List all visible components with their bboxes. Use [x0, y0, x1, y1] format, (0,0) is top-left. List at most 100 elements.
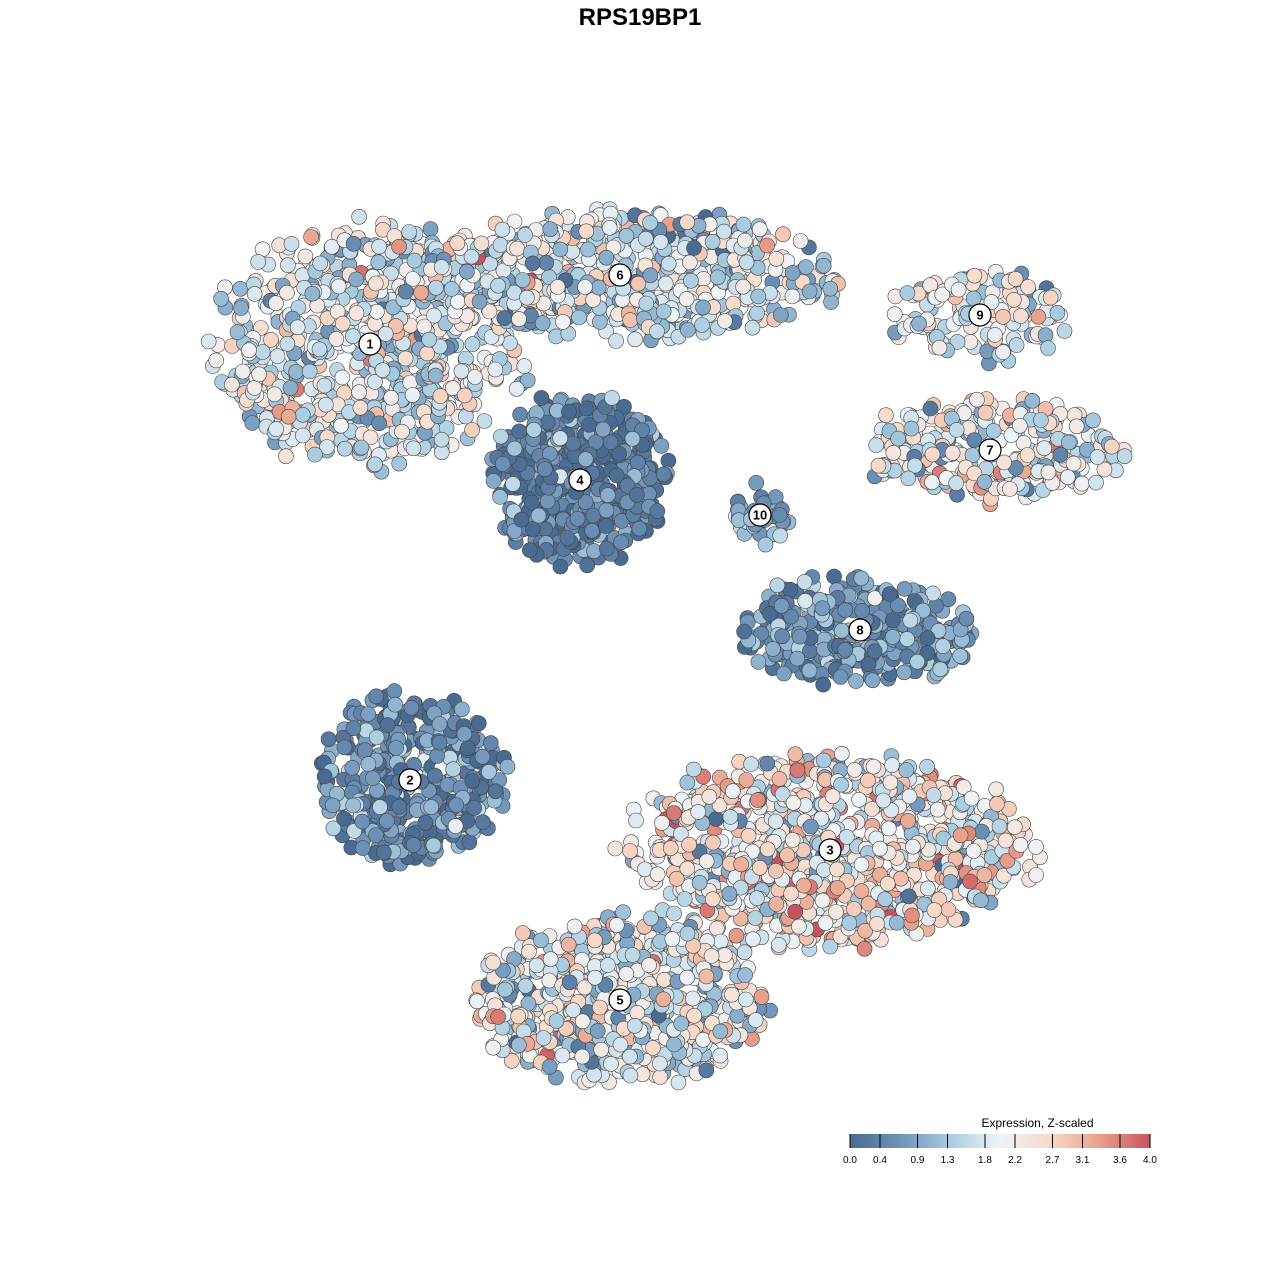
cell-point — [303, 229, 319, 245]
cell-point — [882, 774, 899, 791]
legend-tick-label: 1.3 — [941, 1155, 955, 1166]
cell-point — [490, 1009, 506, 1025]
cell-point — [753, 989, 770, 1005]
cell-point — [745, 931, 761, 948]
cell-point — [598, 518, 614, 534]
cell-point — [638, 295, 655, 312]
legend-tick-label: 1.8 — [978, 1155, 992, 1166]
cell-point — [311, 341, 328, 358]
cell-point — [354, 840, 371, 856]
cell-point — [496, 310, 513, 326]
cell-point — [851, 791, 867, 808]
cell-point — [494, 456, 511, 472]
cell-point — [886, 306, 903, 323]
cell-point — [383, 389, 400, 406]
cell-point — [449, 235, 466, 251]
legend-tick-label: 2.2 — [1008, 1155, 1022, 1166]
cell-point — [704, 234, 721, 250]
cell-point — [334, 315, 351, 332]
cell-point — [234, 363, 251, 380]
cell-point — [822, 280, 839, 297]
cell-point — [774, 628, 791, 645]
cell-point — [744, 319, 761, 336]
cell-point — [630, 275, 647, 292]
legend-tick-label: 3.6 — [1113, 1155, 1127, 1166]
cell-point — [1012, 308, 1029, 324]
cell-point — [592, 314, 608, 330]
cell-point — [328, 331, 345, 347]
cell-point — [629, 487, 645, 503]
cell-point — [251, 366, 267, 383]
cell-point — [931, 339, 948, 356]
cell-point — [797, 593, 814, 609]
cell-point — [743, 756, 759, 772]
cell-point — [417, 814, 434, 831]
cell-point — [481, 764, 497, 780]
cell-point — [426, 307, 442, 324]
cell-point — [589, 1023, 606, 1039]
cell-point — [269, 348, 286, 364]
cell-point — [232, 280, 249, 297]
cell-point — [940, 901, 957, 918]
cell-point — [1008, 337, 1025, 353]
cell-point — [789, 762, 806, 779]
cell-point — [433, 431, 450, 448]
cell-point — [683, 272, 699, 289]
cell-point — [662, 840, 679, 857]
cell-point — [534, 315, 551, 331]
cell-point — [1060, 469, 1076, 486]
cell-point — [950, 281, 967, 298]
cell-point — [283, 236, 300, 252]
cell-point — [607, 840, 624, 857]
cell-point — [709, 269, 726, 286]
cell-point — [508, 380, 525, 397]
cell-point — [385, 299, 401, 316]
cell-point — [555, 314, 571, 330]
cell-point — [599, 487, 616, 503]
cell-point — [695, 1032, 712, 1048]
cell-point — [431, 734, 448, 751]
cell-point — [618, 228, 635, 244]
legend-colorbar — [850, 1134, 1150, 1148]
cell-point — [738, 991, 754, 1008]
cell-point — [768, 250, 785, 267]
cell-point — [791, 628, 808, 645]
cell-point — [1042, 289, 1059, 306]
cell-point — [587, 969, 603, 986]
cell-point — [473, 235, 490, 252]
cell-point — [1049, 304, 1066, 321]
cell-point — [976, 867, 993, 883]
cell-point — [870, 457, 887, 474]
cell-point — [860, 772, 876, 789]
cell-point — [460, 740, 476, 757]
cell-point — [578, 223, 595, 240]
cell-point — [603, 1056, 619, 1072]
cell-point — [795, 877, 812, 894]
cell-point — [750, 288, 767, 305]
cell-point — [823, 294, 839, 310]
cell-point — [626, 1018, 643, 1034]
cluster-label-text: 10 — [753, 508, 767, 523]
legend-tick-label: 3.1 — [1076, 1155, 1090, 1166]
cell-point — [574, 1048, 591, 1065]
legend-tick-label: 0.9 — [911, 1155, 925, 1166]
cell-point — [791, 918, 807, 935]
cell-point — [652, 234, 669, 250]
cell-point — [901, 788, 918, 805]
cell-point — [759, 841, 776, 858]
cell-point — [817, 915, 834, 931]
cell-point — [1006, 819, 1023, 836]
cell-point — [533, 390, 550, 406]
cell-point — [351, 384, 367, 401]
cell-point — [880, 820, 897, 837]
cell-point — [1061, 434, 1077, 451]
cell-point — [336, 810, 352, 827]
cell-point — [336, 739, 353, 756]
cell-point — [448, 797, 465, 813]
cell-point — [433, 259, 450, 275]
cell-point — [288, 363, 304, 380]
cell-point — [490, 277, 506, 294]
cluster-label-text: 7 — [986, 443, 993, 458]
cell-point — [528, 957, 545, 974]
